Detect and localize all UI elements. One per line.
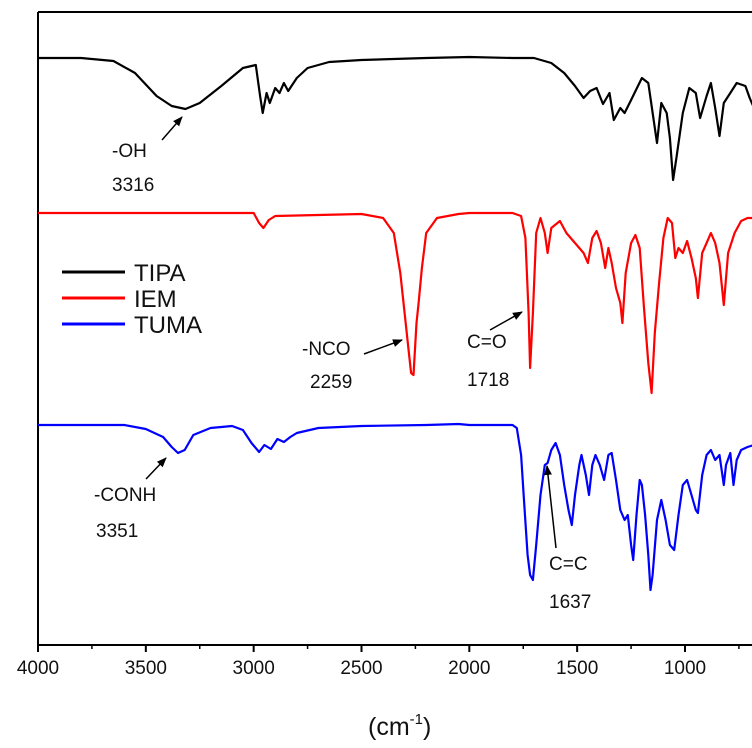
x-tick-label-1000: 1000: [664, 658, 706, 679]
annotation-cc: C=C 1637: [544, 465, 591, 613]
x-axis-label: (cm-1): [368, 711, 431, 741]
x-axis-label-main: (cm: [368, 713, 410, 741]
annotation-conh-label: -CONH: [94, 485, 156, 506]
annotation-nco-arrow: [363, 339, 403, 355]
annotation-oh: -OH 3316: [112, 116, 183, 196]
annotation-nco-label: -NCO: [302, 339, 351, 360]
series-line-tuma: [38, 422, 752, 592]
annotation-oh-label: -OH: [112, 141, 147, 162]
annotation-co: C=O 1718: [467, 311, 523, 391]
annotation-cc-value: 1637: [549, 592, 591, 613]
series-lines: [38, 55, 752, 592]
series-line-iem: [38, 211, 752, 395]
legend-label-tipa: TIPA: [134, 260, 186, 287]
x-axis-label-superscript: -1: [410, 711, 423, 728]
annotation-co-arrow: [489, 311, 523, 331]
annotation-co-value: 1718: [467, 370, 509, 391]
annotation-conh-value: 3351: [96, 521, 138, 542]
legend: TIPA IEM TUMA: [62, 260, 202, 339]
x-tick-label-2000: 2000: [448, 658, 490, 679]
x-axis-ticks: [37, 645, 740, 652]
annotation-co-label: C=O: [467, 332, 507, 353]
annotation-oh-value: 3316: [112, 175, 154, 196]
x-tick-label-4000: 4000: [17, 658, 59, 679]
annotation-conh: -CONH 3351: [94, 457, 167, 542]
x-tick-label-1500: 1500: [556, 658, 598, 679]
x-axis-tick-labels: 4000 3500 3000 2500 2000 1500 1000: [17, 658, 706, 679]
series-line-tipa: [38, 55, 752, 182]
annotation-nco-value: 2259: [310, 372, 352, 393]
annotation-cc-label: C=C: [549, 554, 588, 575]
legend-label-tuma: TUMA: [134, 312, 202, 339]
annotation-cc-arrow: [544, 465, 557, 549]
x-tick-label-2500: 2500: [340, 658, 382, 679]
legend-label-iem: IEM: [134, 286, 177, 313]
annotation-oh-arrow: [161, 116, 183, 141]
x-tick-label-3000: 3000: [233, 658, 275, 679]
annotation-nco: -NCO 2259: [302, 339, 403, 393]
x-axis-label-close: ): [423, 713, 431, 741]
annotation-conh-arrow: [145, 457, 167, 480]
x-tick-label-3500: 3500: [125, 658, 167, 679]
